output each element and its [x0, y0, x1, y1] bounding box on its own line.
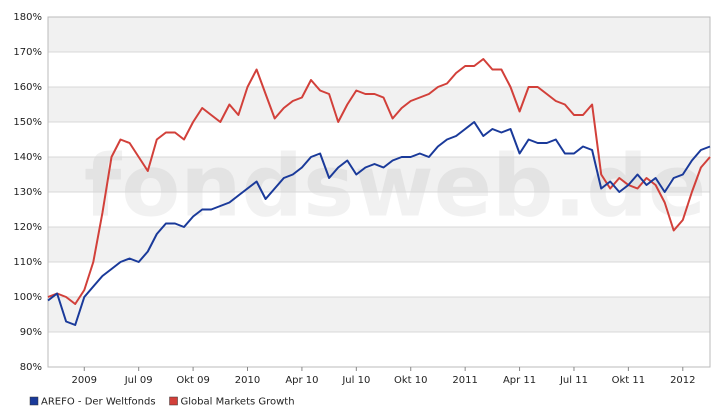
grid-band: [48, 87, 710, 122]
x-tick-label: Okt 11: [612, 375, 646, 386]
x-tick-label: 2009: [72, 375, 97, 386]
y-tick-label: 170%: [13, 47, 42, 58]
x-tick-label: 2011: [452, 375, 477, 386]
legend-swatch: [169, 396, 178, 406]
y-tick-label: 150%: [13, 117, 42, 128]
x-tick-label: Jul 11: [559, 375, 588, 386]
y-tick-label: 180%: [13, 12, 42, 23]
x-tick-label: 2012: [670, 375, 695, 386]
x-tick-label: Apr 11: [503, 375, 536, 386]
y-tick-label: 120%: [13, 222, 42, 233]
x-tick-label: Jul 10: [341, 375, 370, 386]
x-tick-label: 2010: [235, 375, 260, 386]
line-series: [47, 121, 711, 326]
y-tick-label: 130%: [13, 187, 42, 198]
grid-band: [48, 17, 710, 52]
plot-frame: [47, 16, 711, 368]
line-series: [47, 58, 711, 305]
x-tick-label: Okt 10: [394, 375, 428, 386]
legend-label: AREFO - Der Weltfonds: [41, 397, 156, 408]
grid-band: [48, 297, 710, 332]
legend-label: Global Markets Growth: [181, 397, 295, 408]
x-tick-label: Jul 09: [124, 375, 153, 386]
y-tick-label: 90%: [20, 327, 42, 338]
legend-swatch: [29, 396, 39, 406]
y-tick-label: 80%: [20, 362, 42, 373]
y-tick-label: 110%: [13, 257, 42, 268]
x-tick-label: Apr 10: [285, 375, 318, 386]
y-tick-label: 160%: [13, 82, 42, 93]
y-tick-label: 140%: [13, 152, 42, 163]
x-tick-label: Okt 09: [176, 375, 210, 386]
y-tick-label: 100%: [13, 292, 42, 303]
